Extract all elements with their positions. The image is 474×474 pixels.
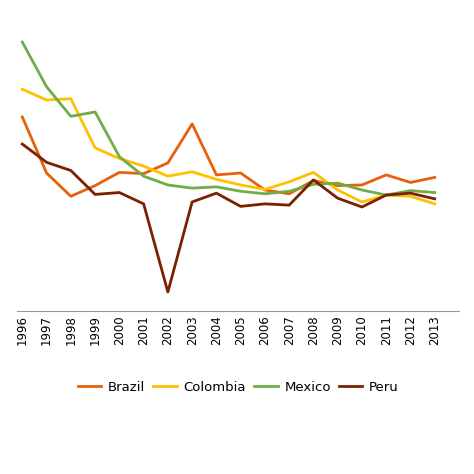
Legend: Brazil, Colombia, Mexico, Peru: Brazil, Colombia, Mexico, Peru — [73, 375, 404, 399]
